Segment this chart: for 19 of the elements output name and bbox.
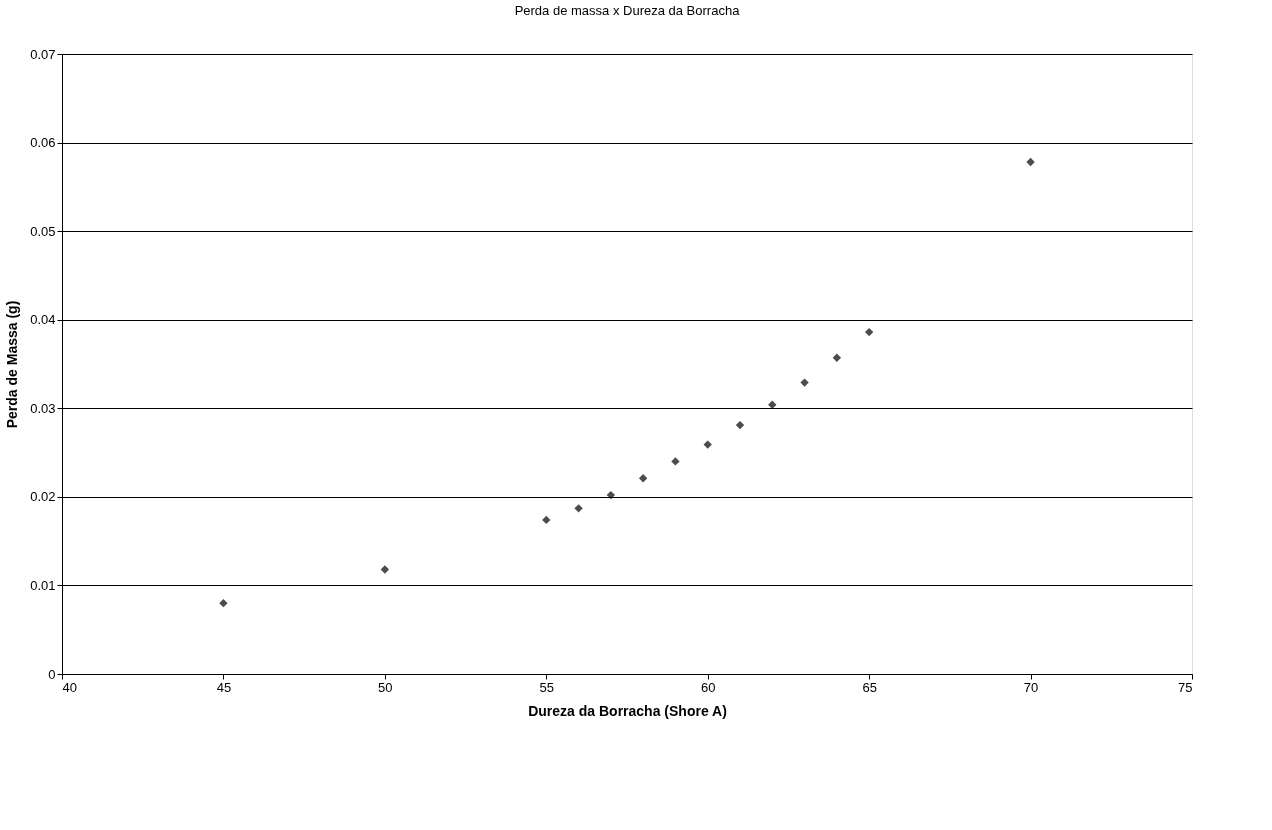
x-tick-label: 55 <box>539 679 555 695</box>
y-tick-label: 0.04 <box>30 312 56 328</box>
x-tick-label: 70 <box>1023 679 1039 695</box>
x-tick-label: 40 <box>62 679 77 695</box>
x-axis-title: Dureza da Borracha (Shore A) <box>528 702 727 719</box>
y-tick-label: 0.07 <box>30 46 56 62</box>
x-tick-label: 75 <box>1178 679 1193 695</box>
x-tick-label: 50 <box>378 679 393 695</box>
chart-title: Perda de massa x Dureza da Borracha <box>514 3 741 18</box>
x-tick-label: 65 <box>862 679 877 695</box>
y-tick-label: 0.05 <box>30 223 56 239</box>
y-tick-label: 0.01 <box>30 577 56 593</box>
y-tick-label: 0 <box>48 666 56 682</box>
x-tick-label: 45 <box>216 679 232 695</box>
y-tick-label: 0.06 <box>30 135 56 151</box>
y-tick-label: 0.03 <box>30 400 56 416</box>
y-axis-title: Perda de Massa (g) <box>4 300 21 429</box>
y-tick-label: 0.02 <box>30 489 56 505</box>
x-tick-label: 60 <box>700 679 716 695</box>
